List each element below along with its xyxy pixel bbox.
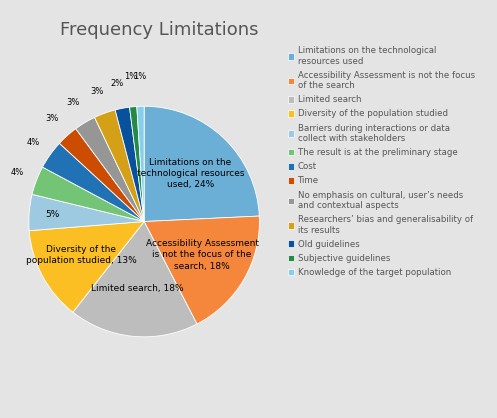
- Wedge shape: [137, 106, 144, 222]
- Wedge shape: [32, 167, 144, 222]
- Wedge shape: [144, 216, 259, 324]
- Wedge shape: [29, 222, 144, 312]
- Text: 3%: 3%: [45, 114, 59, 123]
- Wedge shape: [94, 110, 144, 222]
- Wedge shape: [115, 107, 144, 222]
- Text: Frequency Limitations: Frequency Limitations: [60, 21, 258, 39]
- Wedge shape: [73, 222, 197, 337]
- Wedge shape: [144, 106, 259, 222]
- Text: 1%: 1%: [133, 72, 146, 81]
- Text: 2%: 2%: [111, 79, 124, 88]
- Wedge shape: [76, 117, 144, 222]
- Text: Limited search, 18%: Limited search, 18%: [91, 284, 184, 293]
- Text: Accessibility Assessment
is not the focus of the
search, 18%: Accessibility Assessment is not the focu…: [146, 240, 258, 270]
- Wedge shape: [60, 129, 144, 222]
- Wedge shape: [130, 107, 144, 222]
- Text: Limitations on the
technological resources
used, 24%: Limitations on the technological resourc…: [137, 158, 244, 189]
- Text: 3%: 3%: [90, 87, 103, 96]
- Text: 4%: 4%: [27, 138, 40, 147]
- Text: 4%: 4%: [10, 168, 24, 178]
- Text: 1%: 1%: [124, 72, 137, 82]
- Text: 3%: 3%: [67, 98, 80, 107]
- Wedge shape: [43, 143, 144, 222]
- Legend: Limitations on the technological
resources used, Accessibility Assessment is not: Limitations on the technological resourc…: [288, 46, 475, 277]
- Text: 5%: 5%: [45, 210, 59, 219]
- Text: Diversity of the
population studied, 13%: Diversity of the population studied, 13%: [26, 245, 137, 265]
- Wedge shape: [29, 194, 144, 231]
